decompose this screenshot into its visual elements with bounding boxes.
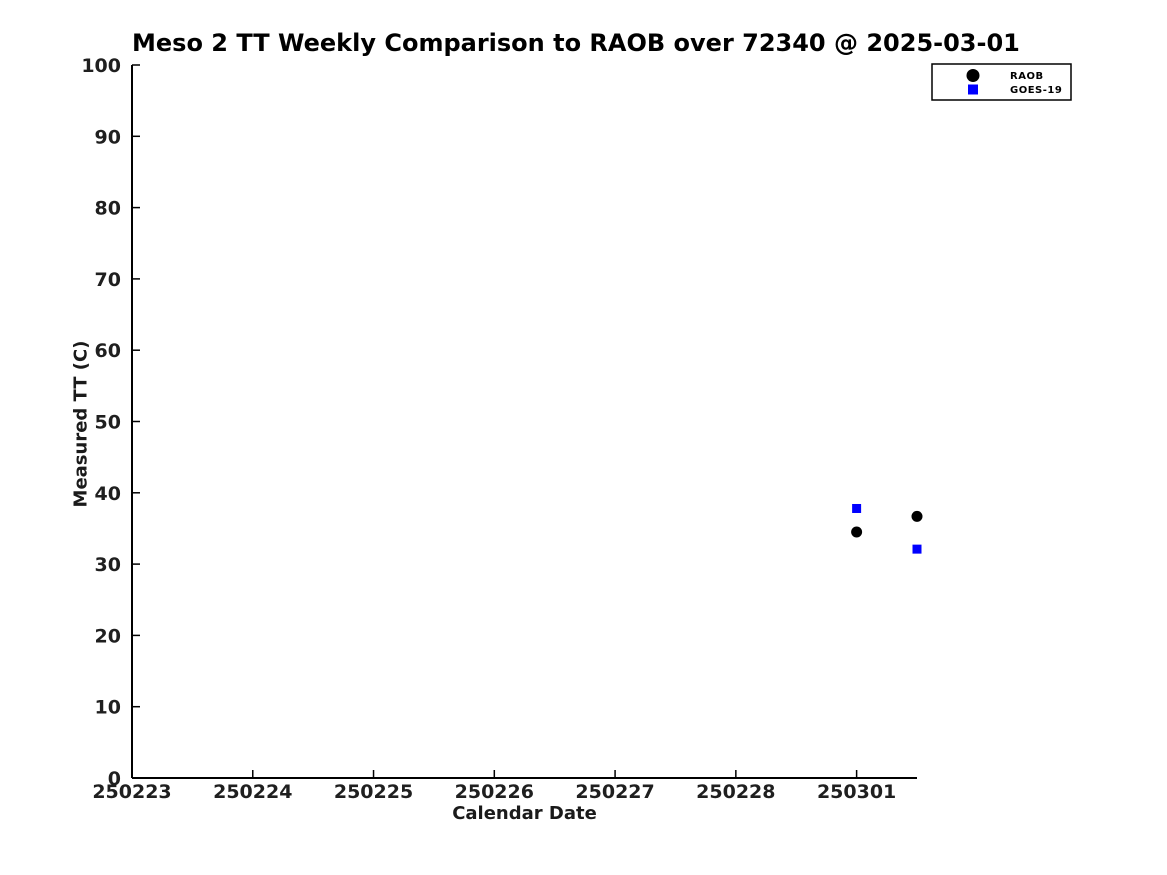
y-tick-label: 0 [108, 768, 121, 790]
y-tick-label: 40 [95, 483, 121, 505]
x-tick-label: 250226 [455, 781, 534, 803]
chart-title: Meso 2 TT Weekly Comparison to RAOB over… [132, 29, 1020, 57]
legend-marker-raob [966, 69, 980, 82]
legend-marker-goes-19 [968, 84, 978, 95]
x-tick-label: 250301 [817, 781, 896, 803]
data-point-goes-19 [912, 544, 922, 554]
legend-box [931, 63, 1072, 101]
y-tick-label: 50 [95, 412, 121, 434]
y-tick-label: 80 [95, 198, 121, 220]
y-tick-label: 60 [95, 340, 121, 362]
y-tick-label: 20 [95, 625, 121, 647]
y-tick-label: 30 [95, 554, 121, 576]
data-point-raob [911, 510, 923, 522]
legend-label-raob: RAOB [1010, 71, 1044, 82]
x-tick-label: 250223 [92, 781, 171, 803]
x-axis-label: Calendar Date [452, 803, 597, 824]
x-tick-label: 250225 [334, 781, 413, 803]
data-point-goes-19 [852, 503, 862, 513]
y-tick-label: 10 [95, 697, 121, 719]
x-tick-label: 250224 [213, 781, 292, 803]
data-point-raob [851, 526, 863, 538]
y-tick-label: 90 [95, 126, 121, 148]
y-tick-label: 70 [95, 269, 121, 291]
legend-label-goes-19: GOES-19 [1010, 85, 1062, 96]
x-tick-label: 250228 [696, 781, 775, 803]
y-tick-label: 100 [81, 55, 121, 77]
x-tick-label: 250227 [575, 781, 654, 803]
